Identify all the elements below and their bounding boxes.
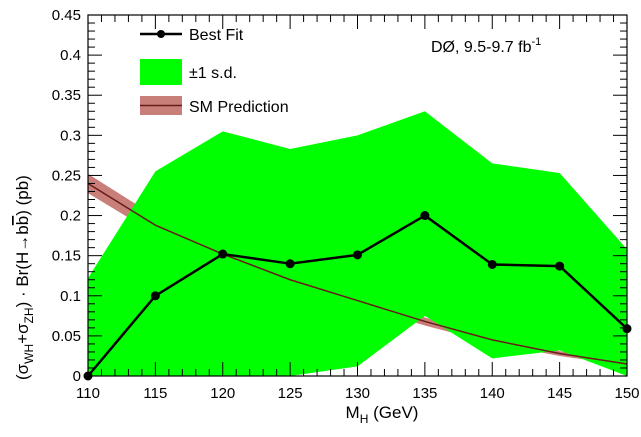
x-tick-label-150: 150 xyxy=(614,385,639,402)
y-tick-label-0.1: 0.1 xyxy=(60,288,81,305)
y-tick-label-0.25: 0.25 xyxy=(52,167,81,184)
x-tick-label-115: 115 xyxy=(143,385,167,402)
one-sigma-band xyxy=(88,111,627,377)
experiment-annotation-text: DØ, 9.5-9.7 fb xyxy=(431,39,532,56)
x-tick-label-145: 145 xyxy=(547,385,572,402)
y-axis-title-sub1: WH xyxy=(22,344,36,364)
legend-best-fit-marker xyxy=(157,30,165,38)
y-axis-title-sub2: ZH xyxy=(22,307,36,323)
best-fit-point-120 xyxy=(218,249,228,259)
x-axis-title-rest: (GeV) xyxy=(368,403,418,422)
x-tick-label-135: 135 xyxy=(412,385,437,402)
x-tick-label-140: 140 xyxy=(480,385,505,402)
y-axis-title: (σWH+σZH) · Br(H→bb) (pb) xyxy=(13,175,36,380)
best-fit-point-145 xyxy=(555,261,565,271)
best-fit-markers xyxy=(83,211,632,381)
y-tick-label-0.35: 0.35 xyxy=(52,87,81,104)
y-axis-title-part4: ) (pb) xyxy=(13,175,32,216)
y-tick-label-0.3: 0.3 xyxy=(60,127,81,144)
x-axis-title: MH (GeV) xyxy=(346,403,419,426)
x-axis: 110 115 120 125 130 135 140 145 150 xyxy=(76,15,640,402)
y-axis-title-part2: +σ xyxy=(13,323,32,344)
sm-prediction-center-line xyxy=(87,182,628,365)
best-fit-point-125 xyxy=(285,259,295,269)
legend-one-sigma-swatch xyxy=(140,59,182,85)
x-tick-label-110: 110 xyxy=(76,385,100,402)
x-tick-label-120: 120 xyxy=(210,385,235,402)
x-axis-title-sub: H xyxy=(360,412,369,426)
y-tick-label-0.45: 0.45 xyxy=(52,7,81,24)
legend: Best Fit ±1 s.d. SM Prediction xyxy=(140,27,289,116)
experiment-annotation-sup: -1 xyxy=(532,36,542,48)
y-tick-label-0.05: 0.05 xyxy=(52,328,81,345)
experiment-annotation: DØ, 9.5-9.7 fb-1 xyxy=(431,36,541,56)
legend-entry-best-fit: Best Fit xyxy=(140,27,244,44)
y-axis-title-bbar: b xyxy=(13,216,32,225)
sm-prediction-line xyxy=(87,182,628,365)
y-axis: 0 0.05 0.1 0.15 0.2 0.25 0.3 0.35 0.4 0.45 xyxy=(52,7,627,385)
legend-entry-one-sigma: ±1 s.d. xyxy=(140,59,237,85)
y-axis-title-part1: (σ xyxy=(13,363,32,380)
legend-sm-label: SM Prediction xyxy=(189,99,289,116)
legend-entry-sm-prediction: SM Prediction xyxy=(140,96,289,116)
x-axis-title-main: M xyxy=(346,403,360,422)
y-tick-label-0: 0 xyxy=(73,368,81,385)
best-fit-point-140 xyxy=(487,259,497,269)
one-sigma-band-area xyxy=(88,111,627,377)
y-tick-label-0.15: 0.15 xyxy=(52,248,81,265)
best-fit-point-135 xyxy=(420,211,430,221)
legend-best-fit-label: Best Fit xyxy=(189,27,244,44)
x-tick-label-125: 125 xyxy=(278,385,303,402)
best-fit-point-130 xyxy=(353,250,362,260)
best-fit-point-115 xyxy=(150,291,160,301)
x-tick-label-130: 130 xyxy=(345,385,370,402)
y-axis-title-part3: ) · Br(H→b xyxy=(13,225,32,307)
y-tick-label-0.2: 0.2 xyxy=(60,208,81,225)
legend-one-sigma-label: ±1 s.d. xyxy=(189,65,237,82)
y-tick-label-0.4: 0.4 xyxy=(60,47,81,64)
